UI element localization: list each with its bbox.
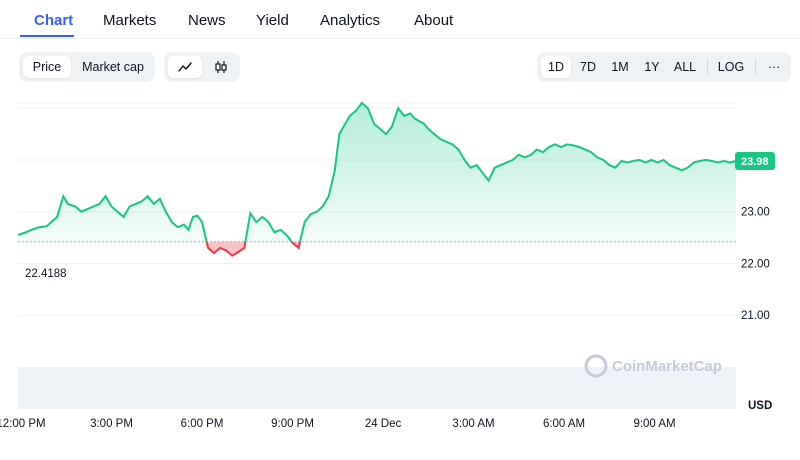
- y-tick-label: 21.00: [741, 310, 770, 322]
- log-scale-button[interactable]: LOG: [717, 60, 745, 74]
- x-tick-label: 6:00 PM: [181, 418, 224, 430]
- more-options-button[interactable]: ···: [767, 60, 781, 74]
- coinmarketcap-watermark: CoinMarketCap: [584, 354, 722, 378]
- candlestick-chart-button[interactable]: [204, 56, 238, 78]
- range-divider: [707, 59, 708, 75]
- x-tick-label: 6:00 AM: [543, 418, 585, 430]
- tab-divider: [0, 38, 800, 39]
- x-tick-label: 3:00 AM: [452, 418, 494, 430]
- view-toggle: Price Market cap: [19, 52, 155, 82]
- price-line-up: [17, 101, 737, 242]
- x-tick-label: 9:00 PM: [271, 418, 314, 430]
- range-1d-button[interactable]: 1D: [541, 56, 571, 78]
- watermark-text: CoinMarketCap: [612, 358, 722, 375]
- range-1m-button[interactable]: 1M: [611, 60, 629, 74]
- tab-news[interactable]: News: [188, 12, 226, 29]
- range-1y-button[interactable]: 1Y: [644, 60, 660, 74]
- current-price-text: 23.98: [741, 156, 769, 168]
- y-axis: 23.00 22.00 21.00: [741, 207, 770, 323]
- candlestick-icon: [215, 61, 227, 73]
- x-tick-label: 12:00 PM: [0, 418, 46, 430]
- volume-bars: [18, 367, 736, 409]
- range-all-button[interactable]: ALL: [673, 60, 697, 74]
- baseline-label: 22.4188: [25, 268, 67, 280]
- line-chart-button[interactable]: [168, 56, 202, 78]
- range-selector: 1D 7D 1M 1Y ALL LOG ···: [537, 52, 791, 82]
- x-tick-label: 9:00 AM: [633, 418, 675, 430]
- tab-chart[interactable]: Chart: [34, 12, 74, 29]
- active-tab-indicator: [20, 35, 74, 37]
- tab-bar: Chart Markets News Yield Analytics About: [20, 0, 800, 38]
- range-divider: [755, 59, 756, 75]
- price-toggle-button[interactable]: Price: [23, 56, 71, 78]
- tab-yield[interactable]: Yield: [256, 12, 289, 29]
- market-cap-toggle-button[interactable]: Market cap: [82, 60, 144, 74]
- tab-markets[interactable]: Markets: [103, 12, 157, 29]
- chart-style-toggle: [164, 52, 240, 82]
- current-price-tag: 23.98: [735, 151, 775, 170]
- range-7d-button[interactable]: 7D: [580, 60, 596, 74]
- currency-label: USD: [748, 400, 772, 412]
- tab-analytics[interactable]: Analytics: [320, 12, 381, 29]
- x-axis: 12:00 PM 3:00 PM 6:00 PM 9:00 PM 24 Dec 3:00 …: [0, 418, 676, 430]
- y-tick-label: 23.00: [741, 207, 770, 219]
- price-area-up: [18, 103, 736, 242]
- y-tick-label: 22.00: [741, 258, 770, 270]
- x-tick-label: 3:00 PM: [90, 418, 133, 430]
- tab-about[interactable]: About: [414, 12, 454, 29]
- line-chart-icon: [178, 62, 192, 72]
- x-tick-label: 24 Dec: [365, 418, 402, 430]
